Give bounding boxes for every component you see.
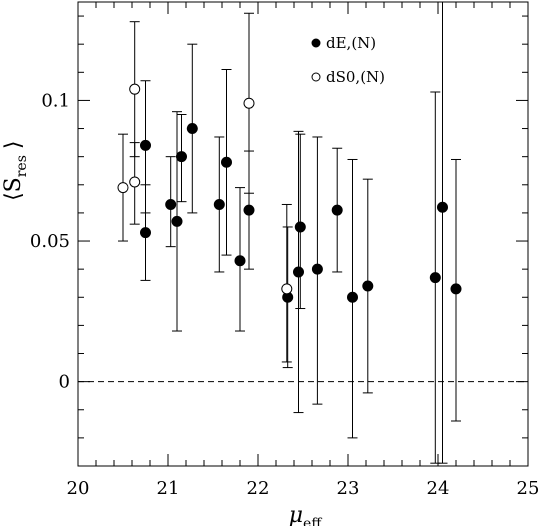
data-point-dE bbox=[362, 280, 374, 292]
y-axis-title-subscript: res bbox=[14, 155, 30, 177]
data-point-dS0 bbox=[129, 176, 141, 188]
data-point-dE bbox=[429, 272, 441, 284]
data-point-dE bbox=[140, 139, 151, 151]
x-tick-label: 25 bbox=[517, 478, 540, 499]
y-axis-title: ⟨Sres ⟩ bbox=[1, 141, 30, 201]
x-axis-title: μeff bbox=[289, 503, 323, 526]
data-point-dS0 bbox=[129, 83, 141, 95]
data-point-dE bbox=[165, 198, 177, 210]
x-tick-label: 20 bbox=[67, 478, 90, 499]
x-tick-label: 21 bbox=[157, 478, 180, 499]
data-point-dE bbox=[311, 263, 323, 275]
x-tick-label: 22 bbox=[247, 478, 270, 499]
data-point-dE bbox=[171, 215, 183, 227]
y-axis-title-main: ⟨S bbox=[1, 177, 26, 201]
legend-marker bbox=[311, 38, 321, 48]
data-point-dE bbox=[347, 291, 358, 303]
data-point-dE bbox=[234, 255, 246, 267]
y-tick-label: 0.05 bbox=[30, 231, 70, 252]
x-tick-label: 23 bbox=[337, 478, 360, 499]
x-axis-title-subscript: eff bbox=[303, 516, 322, 526]
data-point-dE bbox=[140, 227, 151, 239]
data-point-dE bbox=[186, 123, 198, 135]
data-point-dS0 bbox=[281, 283, 293, 295]
data-point-dE bbox=[294, 221, 306, 233]
data-point-dE bbox=[213, 198, 225, 210]
y-axis-title-close: ⟩ bbox=[1, 141, 26, 150]
data-point-dS0 bbox=[243, 97, 255, 109]
data-point-dS0 bbox=[117, 182, 129, 194]
y-tick-label: 0 bbox=[59, 372, 70, 393]
legend-label: dE,(N) bbox=[326, 34, 376, 52]
data-point-dE bbox=[293, 266, 304, 278]
y-tick-label: 0.1 bbox=[41, 90, 70, 111]
data-point-dE bbox=[243, 204, 255, 216]
plot-frame bbox=[77, 1, 529, 467]
data-point-dE bbox=[450, 283, 462, 295]
data-point-dE bbox=[437, 201, 448, 213]
legend-label: dS0,(N) bbox=[326, 68, 385, 86]
data-point-dE bbox=[221, 156, 232, 168]
legend-marker bbox=[311, 72, 321, 82]
data-point-dE bbox=[331, 204, 343, 216]
x-tick-label: 24 bbox=[427, 478, 450, 499]
data-point-dE bbox=[176, 151, 187, 163]
